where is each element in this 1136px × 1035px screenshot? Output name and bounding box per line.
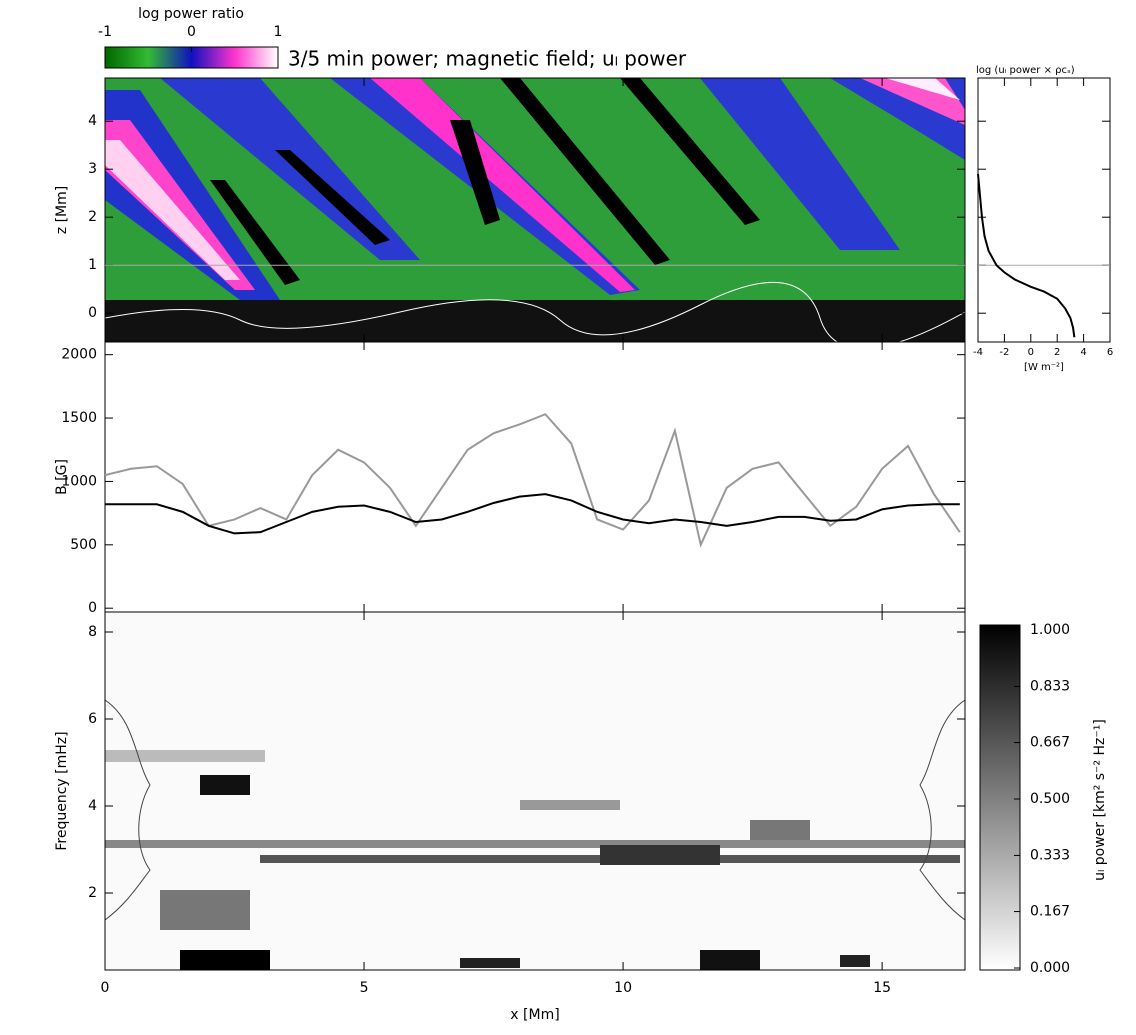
colorbar-label: log power ratio bbox=[138, 6, 244, 22]
y-tick-label: 1 bbox=[88, 257, 97, 273]
chart-title: log (uₗ power × ρcₛ) bbox=[976, 65, 1075, 76]
colorbar-bottom bbox=[979, 624, 1021, 971]
chart-title: 3/5 min power; magnetic field; uₗ power bbox=[288, 47, 687, 71]
x-tick-label: 0 bbox=[101, 980, 110, 996]
y-tick-label: 2 bbox=[88, 885, 97, 901]
y-tick-label: 2000 bbox=[61, 347, 97, 363]
x-axis-label: x [Mm] bbox=[510, 1007, 559, 1023]
y-tick-label: 6 bbox=[88, 711, 97, 727]
colorbar-tick-label: 0.333 bbox=[1030, 847, 1070, 863]
colorbar-tick-label: 1 bbox=[274, 24, 283, 40]
frequency-power-image bbox=[105, 612, 965, 970]
x-tick-label: 2 bbox=[1054, 347, 1060, 358]
power-ratio-image bbox=[105, 78, 965, 342]
colorbar-tick-label: 0.167 bbox=[1030, 904, 1070, 920]
x-tick-label: 10 bbox=[614, 980, 632, 996]
colorbar-tick-label: -1 bbox=[98, 24, 112, 40]
y-tick-label: 1000 bbox=[61, 473, 97, 489]
data-line bbox=[977, 173, 1076, 338]
y-tick-label: 500 bbox=[70, 537, 97, 553]
colorbar-tick-label: 0.500 bbox=[1030, 791, 1070, 807]
x-axis-label: [W m⁻²] bbox=[1024, 362, 1064, 373]
y-tick-label: 8 bbox=[88, 624, 97, 640]
colorbar-tick-label: 0.000 bbox=[1030, 960, 1070, 976]
colorbar-tick-label: 0.833 bbox=[1030, 678, 1070, 694]
y-tick-label: 4 bbox=[88, 113, 97, 129]
x-tick-label: 15 bbox=[873, 980, 891, 996]
colorbar-label: uₗ power [km² s⁻² Hz⁻¹] bbox=[1092, 719, 1108, 881]
plot-frame bbox=[104, 611, 966, 971]
x-tick-label: 4 bbox=[1080, 347, 1086, 358]
y-tick-label: 3 bbox=[88, 161, 97, 177]
y-tick-label: 0 bbox=[88, 600, 97, 616]
y-tick-label: 2 bbox=[88, 209, 97, 225]
colorbar-tick-label: 0 bbox=[187, 24, 196, 40]
y-axis-label: Frequency [mHz] bbox=[54, 731, 70, 850]
x-tick-label: -2 bbox=[999, 347, 1009, 358]
plot-frame bbox=[104, 341, 966, 613]
x-tick-label: 6 bbox=[1107, 347, 1113, 358]
plot-frame bbox=[977, 77, 1111, 343]
y-tick-label: 4 bbox=[88, 798, 97, 814]
x-tick-label: 5 bbox=[360, 980, 369, 996]
data-line bbox=[105, 493, 960, 535]
y-tick-label: 0 bbox=[88, 305, 97, 321]
data-line bbox=[104, 413, 961, 548]
colorbar-tick-label: 1.000 bbox=[1030, 622, 1070, 638]
x-tick-label: -4 bbox=[973, 347, 983, 358]
y-axis-label: B [G] bbox=[54, 459, 70, 495]
x-tick-label: 0 bbox=[1028, 347, 1034, 358]
colorbar-tick-label: 0.667 bbox=[1030, 735, 1070, 751]
y-tick-label: 1500 bbox=[61, 410, 97, 426]
y-axis-label: z [Mm] bbox=[54, 186, 70, 234]
